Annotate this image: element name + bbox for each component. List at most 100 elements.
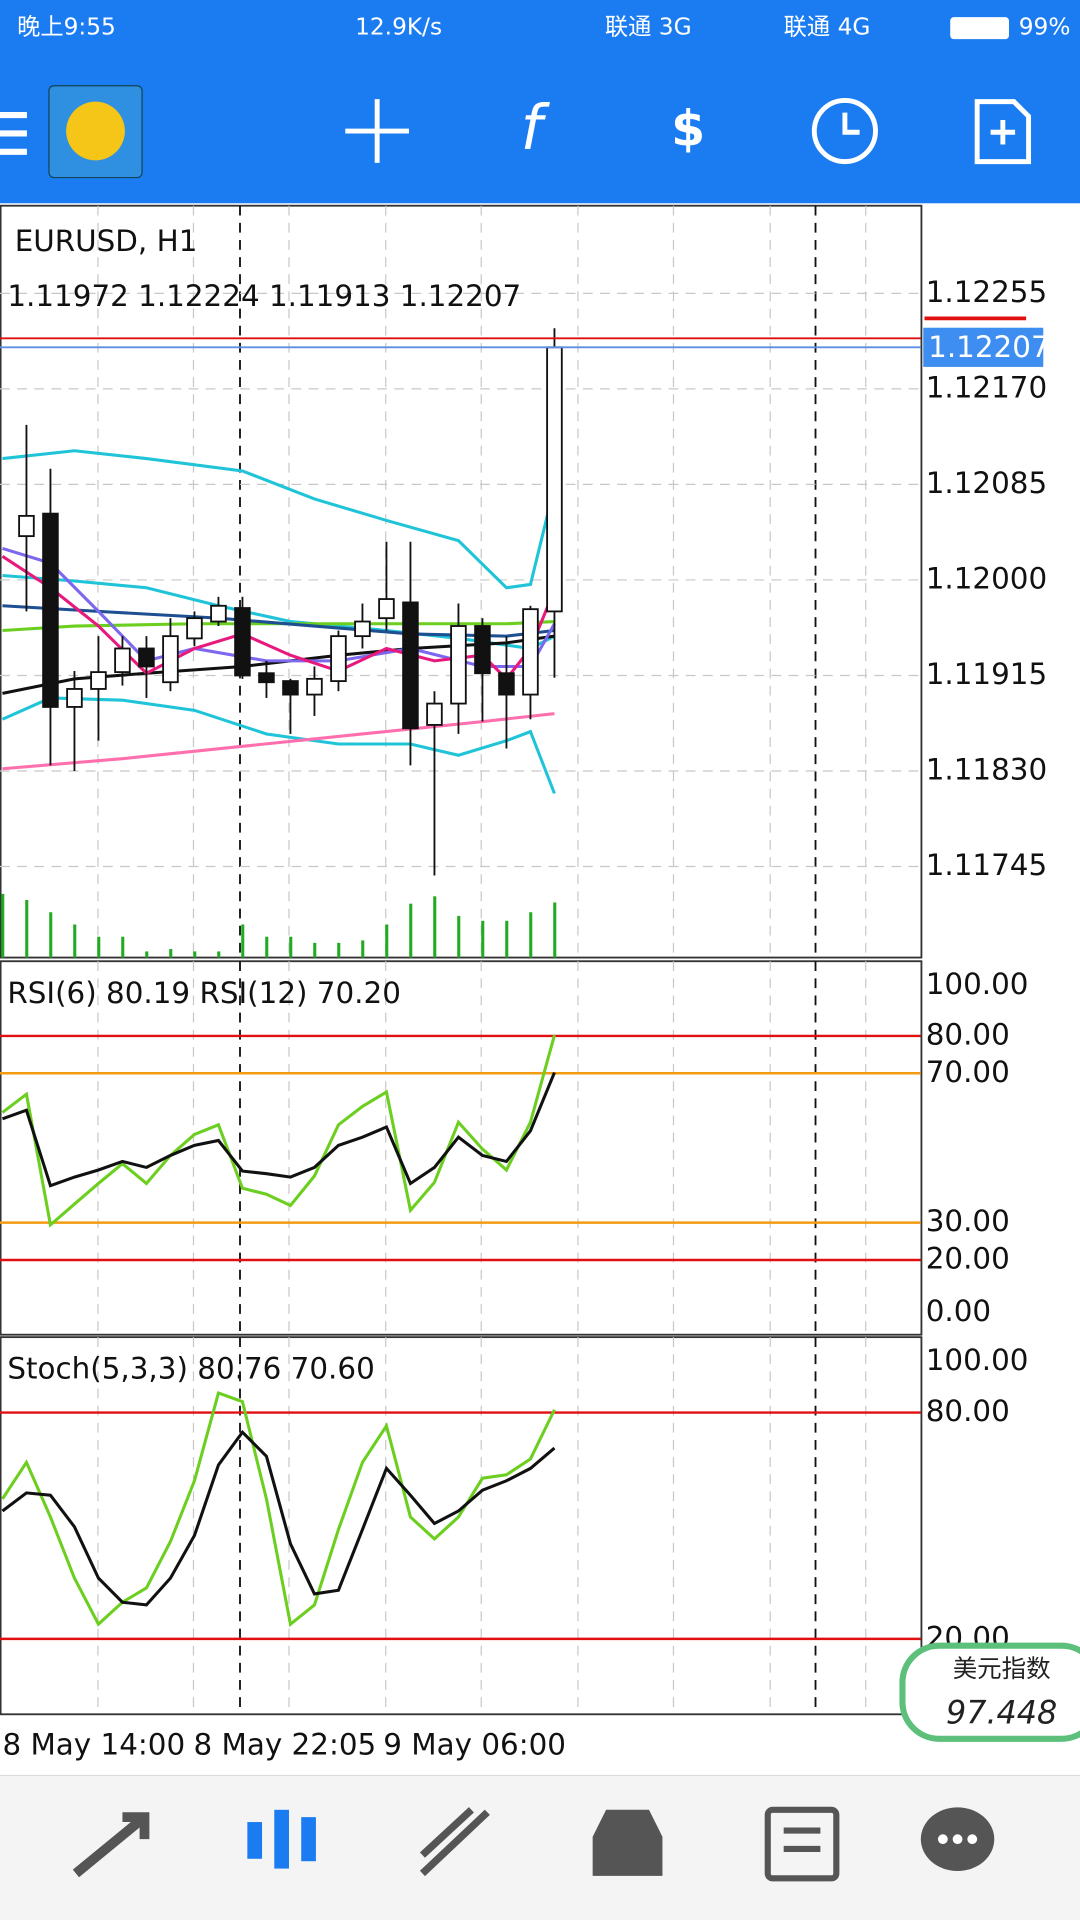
y-tick-label: 1.12000 — [926, 561, 1047, 595]
indicator-line — [2, 620, 555, 633]
indicator-line — [2, 712, 555, 771]
candle-body — [138, 647, 155, 668]
app-bar — [0, 0, 1080, 204]
ohlc-label: 1.11972 1.12224 1.11913 1.12207 — [7, 279, 521, 313]
volume-bar — [337, 942, 341, 958]
volume-bar — [385, 924, 389, 958]
nav-history[interactable] — [592, 1809, 663, 1876]
candle-body — [18, 514, 35, 538]
x-tick-label: 8 May 14:00 — [2, 1728, 185, 1762]
widget-name: 美元指数 — [953, 1654, 1051, 1683]
volume-bar — [553, 902, 557, 958]
volume-bar — [433, 896, 437, 958]
rsi-label: RSI(6) 80.19 RSI(12) 70.20 — [7, 976, 401, 1010]
candle-body — [426, 702, 443, 726]
volume-bar — [193, 951, 197, 958]
panel-frame — [0, 204, 923, 959]
menu-button[interactable] — [0, 112, 27, 155]
candle-body — [282, 680, 299, 696]
current-price-label: 1.12207 — [928, 330, 1049, 364]
index-widget[interactable]: 美元指数 97.448 — [899, 1642, 1080, 1742]
candle-body — [450, 625, 467, 705]
status-speed: 12.9K/s — [355, 14, 442, 41]
battery-icon — [950, 17, 1009, 40]
crosshair-button[interactable] — [345, 99, 409, 163]
candle-body — [330, 635, 347, 683]
candle-body — [234, 607, 251, 677]
candle-body — [90, 671, 107, 690]
x-tick-label: 8 May 22:05 — [193, 1728, 376, 1762]
nav-trade[interactable] — [419, 1807, 490, 1877]
volume-bar — [529, 912, 533, 958]
status-time: 晚上9:55 — [17, 14, 116, 41]
nav-chart[interactable] — [247, 1809, 316, 1869]
candle-body — [402, 601, 419, 730]
candle-body — [114, 647, 131, 674]
volume-bar — [121, 936, 125, 958]
indicator-line — [2, 449, 556, 590]
volume-bar — [1, 893, 5, 958]
y-tick-label: 100.00 — [926, 1343, 1029, 1377]
volume-bar — [49, 912, 53, 958]
symbol-label: EURUSD, H1 — [15, 224, 198, 258]
y-tick-label: 1.12085 — [926, 466, 1047, 500]
panel-frame — [0, 1336, 923, 1716]
trade-button[interactable]: $ — [671, 101, 705, 158]
candle-body — [546, 346, 563, 613]
status-carrier: 联通 3G — [605, 14, 692, 41]
panel-frame — [0, 960, 923, 1336]
app-logo — [66, 101, 125, 161]
volume-bar — [265, 936, 269, 958]
candle-body — [498, 672, 515, 696]
nav-quotes[interactable] — [72, 1812, 150, 1878]
volume-bar — [289, 936, 293, 958]
status-battery: 99% — [1019, 14, 1071, 41]
y-tick-label: 0.00 — [926, 1294, 991, 1328]
volume-bar — [25, 900, 29, 958]
y-tick-label: 1.12170 — [926, 370, 1047, 404]
stoch-label: Stoch(5,3,3) 80.76 70.60 — [7, 1352, 374, 1386]
y-tick-label: 1.11745 — [926, 848, 1047, 882]
candle-body — [66, 688, 83, 708]
candle-body — [258, 672, 275, 684]
y-tick-label: 20.00 — [926, 1242, 1010, 1276]
nav-news[interactable] — [764, 1806, 840, 1882]
candle-body — [474, 625, 491, 675]
x-tick-label: 9 May 06:00 — [383, 1728, 566, 1762]
candle-body — [378, 598, 395, 620]
period-button[interactable] — [811, 97, 878, 165]
volume-bar — [361, 940, 365, 958]
volume-bar — [505, 920, 509, 958]
candle-body — [42, 512, 59, 708]
nav-chat[interactable] — [920, 1807, 995, 1872]
volume-bar — [73, 924, 77, 958]
y-tick-label: 70.00 — [926, 1055, 1010, 1089]
candle-body — [210, 604, 227, 623]
y-tick-label: 80.00 — [926, 1394, 1010, 1428]
candle-body — [186, 617, 203, 640]
candle-body — [162, 635, 179, 684]
volume-bar — [169, 948, 173, 958]
widget-frame — [899, 1642, 1080, 1742]
y-tick-label: 80.00 — [926, 1017, 1010, 1051]
volume-bar — [145, 951, 149, 958]
indicator-line — [2, 546, 556, 669]
widget-value: 97.448 — [946, 1693, 1057, 1731]
volume-bar — [313, 942, 317, 958]
bottom-nav — [0, 1775, 1080, 1920]
volume-bar — [481, 920, 485, 958]
oscillator-line — [1, 1034, 556, 1228]
oscillator-line — [1, 1071, 556, 1188]
volume-bar — [97, 936, 101, 958]
oscillator-line — [1, 1429, 556, 1607]
status-carrier: 联通 4G — [784, 14, 871, 41]
y-tick-label: 1.11830 — [926, 752, 1047, 786]
y-tick-label: 30.00 — [926, 1204, 1010, 1238]
volume-bar — [241, 924, 245, 958]
candle-body — [306, 677, 323, 696]
y-tick-label: 1.11915 — [926, 657, 1047, 691]
new-order-button[interactable] — [974, 99, 1032, 165]
oscillator-line — [1, 1390, 556, 1627]
